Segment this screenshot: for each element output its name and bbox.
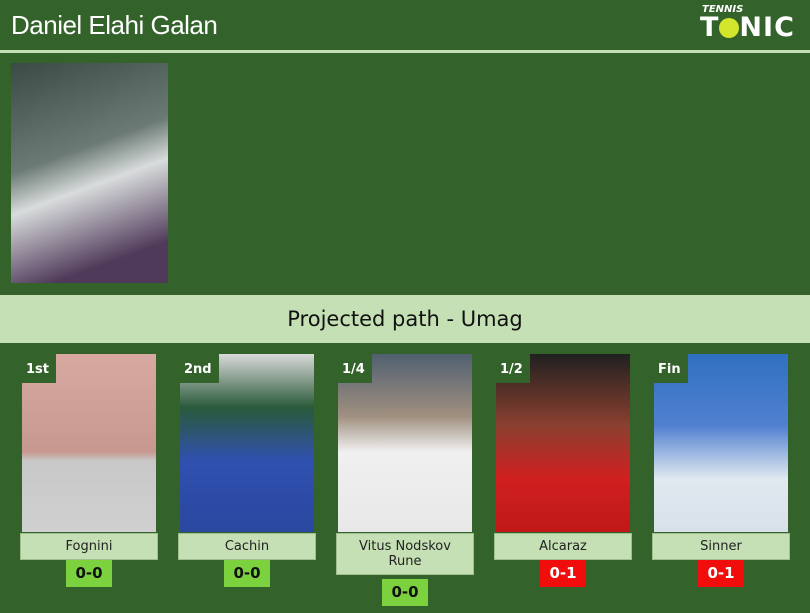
opponent-photo xyxy=(180,354,314,532)
opponent-photo xyxy=(654,354,788,532)
player-photo xyxy=(11,63,168,283)
head-to-head-score: 0-0 xyxy=(224,560,270,587)
page-title: Daniel Elahi Galan xyxy=(11,10,218,40)
opponent-photo xyxy=(496,354,630,532)
round-label: Fin xyxy=(652,354,688,383)
opponent-photo xyxy=(338,354,472,532)
opponent-name: Alcaraz xyxy=(494,533,632,560)
divider xyxy=(0,50,810,53)
head-to-head-score: 0-0 xyxy=(66,560,112,587)
head-to-head-score: 0-0 xyxy=(382,579,428,606)
round-label: 1st xyxy=(20,354,56,383)
round-label: 1/4 xyxy=(336,354,372,383)
tennis-tonic-logo: TENNIS T NIC xyxy=(700,4,795,43)
head-to-head-score: 0-1 xyxy=(540,560,586,587)
opponent-name: Cachin xyxy=(178,533,316,560)
head-to-head-score: 0-1 xyxy=(698,560,744,587)
opponent-name: Vitus Nodskov Rune xyxy=(336,533,474,575)
round-label: 1/2 xyxy=(494,354,530,383)
opponent-name: Sinner xyxy=(652,533,790,560)
section-title: Projected path - Umag xyxy=(0,295,810,343)
round-label: 2nd xyxy=(178,354,219,383)
opponent-name: Fognini xyxy=(20,533,158,560)
opponent-photo xyxy=(22,354,156,532)
tennis-ball-icon xyxy=(719,18,740,38)
